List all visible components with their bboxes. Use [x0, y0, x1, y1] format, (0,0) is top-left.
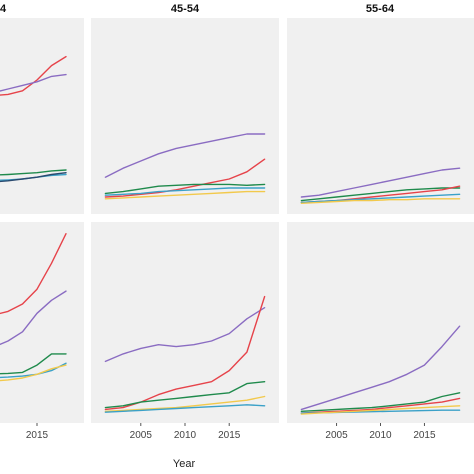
series-line-purple: [300, 325, 461, 411]
panel-r0-c2: [300, 167, 461, 205]
series-line-purple: [0, 290, 67, 346]
panel-r1-c0: [0, 232, 67, 382]
x-tick-label: 2005: [325, 430, 348, 441]
series-line-green: [104, 381, 266, 409]
panel-background-r1-c2: [287, 222, 474, 423]
facet-strip-label: 45-54: [171, 3, 200, 15]
panel-r1-c2: [300, 325, 461, 415]
x-axis-title: Year: [173, 458, 196, 470]
series-line-purple: [104, 307, 266, 363]
series-line-purple: [104, 133, 266, 178]
x-tick-label: 2010: [369, 430, 392, 441]
series-line-teal: [104, 187, 266, 196]
x-axis-ticks: 2015 2005 2010 2015 2005 2010 2015: [26, 423, 436, 441]
series-line-teal: [0, 362, 67, 379]
panel-background-r0-c0: [0, 18, 84, 214]
panel-background-r1-c1: [91, 222, 279, 423]
series-line-red: [104, 295, 266, 411]
series-line-navy: [0, 171, 67, 183]
series-line-green: [0, 353, 67, 375]
series-line-purple: [300, 167, 461, 198]
x-tick-label: 2005: [130, 430, 153, 441]
series-line-purple: [0, 73, 67, 92]
facet-strip-label: 55-64: [366, 3, 395, 15]
series-line-red: [0, 55, 67, 96]
series-line-red: [0, 232, 67, 315]
panel-r0-c1: [104, 133, 266, 200]
series-line-yellow: [0, 364, 67, 382]
panel-background-r0-c1: [91, 18, 279, 214]
series-line-red: [104, 158, 266, 198]
strip-labels: 4 45-54 55-64: [0, 3, 395, 15]
panel-background-r1-c0: [0, 222, 84, 423]
facet-strip-label: 4: [0, 3, 7, 15]
panel-r1-c1: [104, 295, 266, 413]
series-line-red: [300, 397, 461, 414]
series-line-teal: [104, 404, 266, 413]
series-line-yellow: [300, 405, 461, 415]
panels-layer: [0, 18, 474, 423]
series-line-green: [300, 187, 461, 202]
series-line-yellow: [104, 395, 266, 412]
series-line-green: [300, 392, 461, 412]
panel-background-r0-c2: [287, 18, 474, 214]
series-line-yellow: [104, 190, 266, 200]
x-tick-label: 2015: [413, 430, 436, 441]
series-line-teal: [300, 193, 461, 204]
series-line-green: [0, 169, 67, 176]
x-tick-label: 2015: [26, 430, 49, 441]
series-line-yellow: [300, 198, 461, 205]
x-tick-label: 2015: [218, 430, 241, 441]
panel-r0-c0: [0, 55, 67, 183]
series-line-green: [104, 183, 266, 195]
x-tick-label: 2010: [174, 430, 197, 441]
